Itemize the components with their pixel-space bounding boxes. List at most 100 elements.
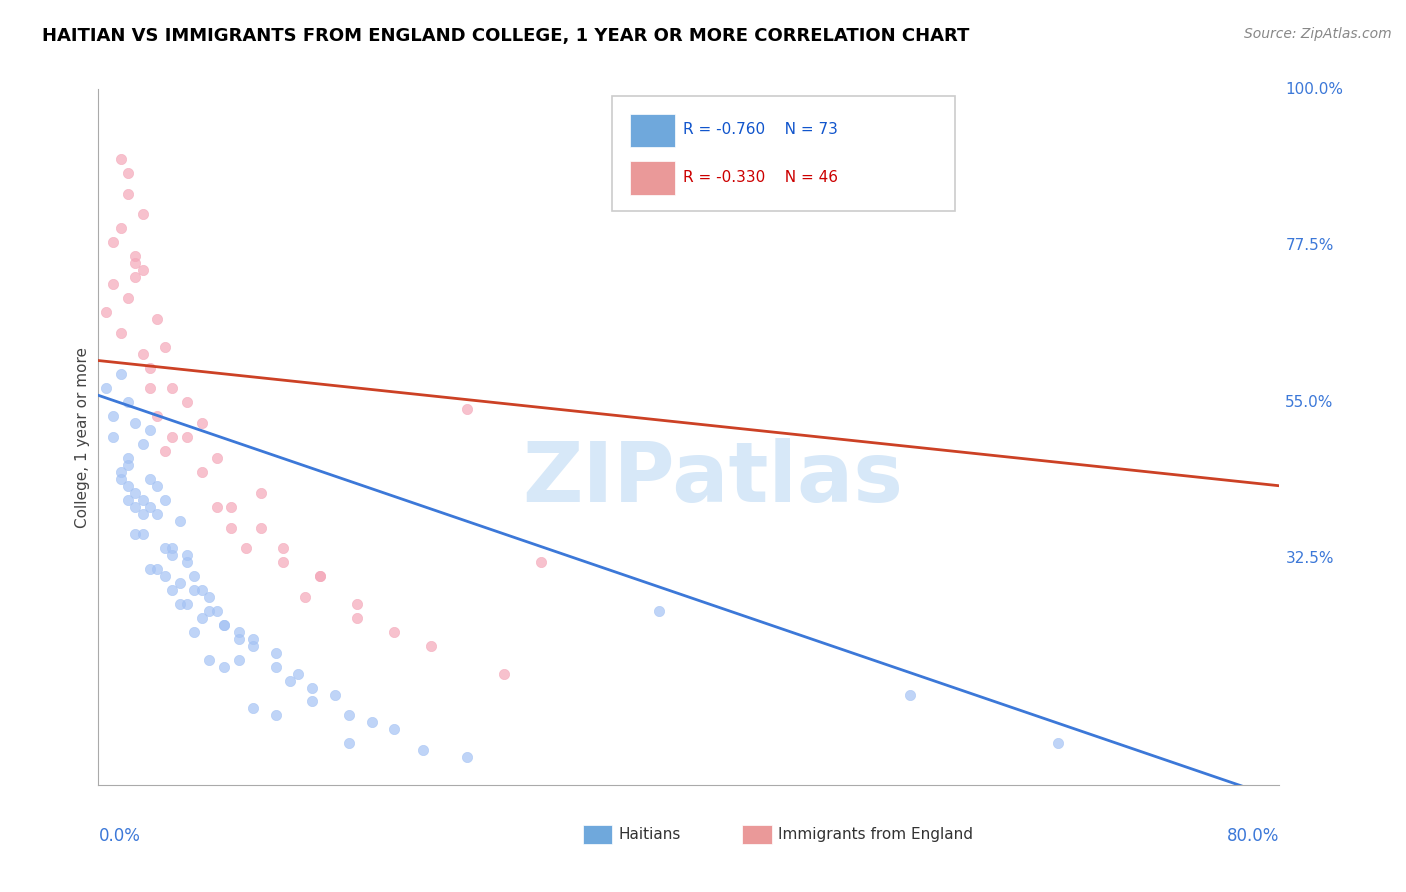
Point xyxy=(191,611,214,625)
Point xyxy=(242,639,264,653)
Point xyxy=(301,694,323,708)
Point xyxy=(124,416,146,430)
Point xyxy=(117,291,139,305)
Point xyxy=(228,632,250,646)
Point xyxy=(110,368,132,382)
Text: Haitians: Haitians xyxy=(619,827,681,842)
Point xyxy=(153,569,176,583)
Point xyxy=(124,500,146,514)
Point xyxy=(132,527,155,541)
Text: 80.0%: 80.0% xyxy=(1227,827,1279,845)
Point xyxy=(162,430,183,444)
Point xyxy=(117,479,139,493)
Point xyxy=(183,569,205,583)
Point xyxy=(169,514,191,528)
Point xyxy=(146,562,169,576)
Point xyxy=(250,520,273,534)
Point xyxy=(228,653,250,667)
Point xyxy=(228,624,250,639)
Point xyxy=(110,465,132,479)
Point xyxy=(382,624,405,639)
Point xyxy=(1046,736,1069,750)
Point xyxy=(309,569,332,583)
Point xyxy=(162,381,183,395)
Point xyxy=(183,624,205,639)
Point xyxy=(198,590,221,604)
Point xyxy=(264,646,287,660)
Point xyxy=(110,326,132,340)
Point xyxy=(146,479,169,493)
Point xyxy=(139,500,162,514)
Bar xyxy=(630,161,675,194)
Text: R = -0.760    N = 73: R = -0.760 N = 73 xyxy=(683,122,838,137)
Point xyxy=(271,555,294,569)
Point xyxy=(132,346,155,360)
Text: 0.0%: 0.0% xyxy=(98,827,141,845)
Point xyxy=(198,653,221,667)
Point xyxy=(146,507,169,521)
Point xyxy=(346,611,368,625)
Point xyxy=(346,597,368,611)
Point xyxy=(278,673,302,688)
Point xyxy=(456,402,478,417)
Text: 100.0%: 100.0% xyxy=(1285,82,1343,96)
Point xyxy=(191,465,214,479)
Point xyxy=(153,541,176,556)
Y-axis label: College, 1 year or more: College, 1 year or more xyxy=(75,347,90,527)
Text: 55.0%: 55.0% xyxy=(1285,395,1334,409)
Point xyxy=(337,736,360,750)
Point xyxy=(219,520,243,534)
Point xyxy=(412,743,434,757)
Point xyxy=(110,152,132,166)
Text: Source: ZipAtlas.com: Source: ZipAtlas.com xyxy=(1244,27,1392,41)
Point xyxy=(176,549,198,563)
Point xyxy=(117,166,139,180)
Point xyxy=(242,701,264,715)
Point xyxy=(117,186,139,201)
Point xyxy=(456,750,478,764)
Point xyxy=(139,423,162,437)
FancyBboxPatch shape xyxy=(612,96,955,211)
Text: 77.5%: 77.5% xyxy=(1285,238,1334,253)
Point xyxy=(117,458,139,472)
Point xyxy=(124,249,146,263)
Point xyxy=(530,555,553,569)
Point xyxy=(169,576,191,591)
Point xyxy=(264,659,287,673)
Point xyxy=(162,549,183,563)
Point xyxy=(103,277,125,291)
Point xyxy=(287,666,309,681)
Text: ZIPatlas: ZIPatlas xyxy=(522,438,903,519)
Point xyxy=(110,472,132,486)
Point xyxy=(235,541,257,556)
Point xyxy=(124,527,146,541)
Point xyxy=(212,618,235,632)
Bar xyxy=(630,114,675,147)
Text: HAITIAN VS IMMIGRANTS FROM ENGLAND COLLEGE, 1 YEAR OR MORE CORRELATION CHART: HAITIAN VS IMMIGRANTS FROM ENGLAND COLLE… xyxy=(42,27,970,45)
Point xyxy=(264,708,287,723)
Point xyxy=(132,437,155,451)
Point xyxy=(94,305,117,319)
Text: 32.5%: 32.5% xyxy=(1285,551,1334,566)
Bar xyxy=(742,824,772,844)
Point xyxy=(360,715,382,730)
Text: Immigrants from England: Immigrants from England xyxy=(778,827,973,842)
Point xyxy=(309,569,332,583)
Point xyxy=(205,604,228,618)
Point xyxy=(124,256,146,270)
Text: R = -0.330    N = 46: R = -0.330 N = 46 xyxy=(683,169,838,185)
Point xyxy=(124,270,146,285)
Point xyxy=(162,541,183,556)
Point xyxy=(183,583,205,598)
Point xyxy=(124,485,146,500)
Point xyxy=(132,263,155,277)
Point xyxy=(117,492,139,507)
Point xyxy=(132,492,155,507)
Point xyxy=(250,485,273,500)
Point xyxy=(153,444,176,458)
Bar xyxy=(582,824,612,844)
Point xyxy=(176,430,198,444)
Point xyxy=(162,583,183,598)
Point xyxy=(139,562,162,576)
Point xyxy=(219,500,243,514)
